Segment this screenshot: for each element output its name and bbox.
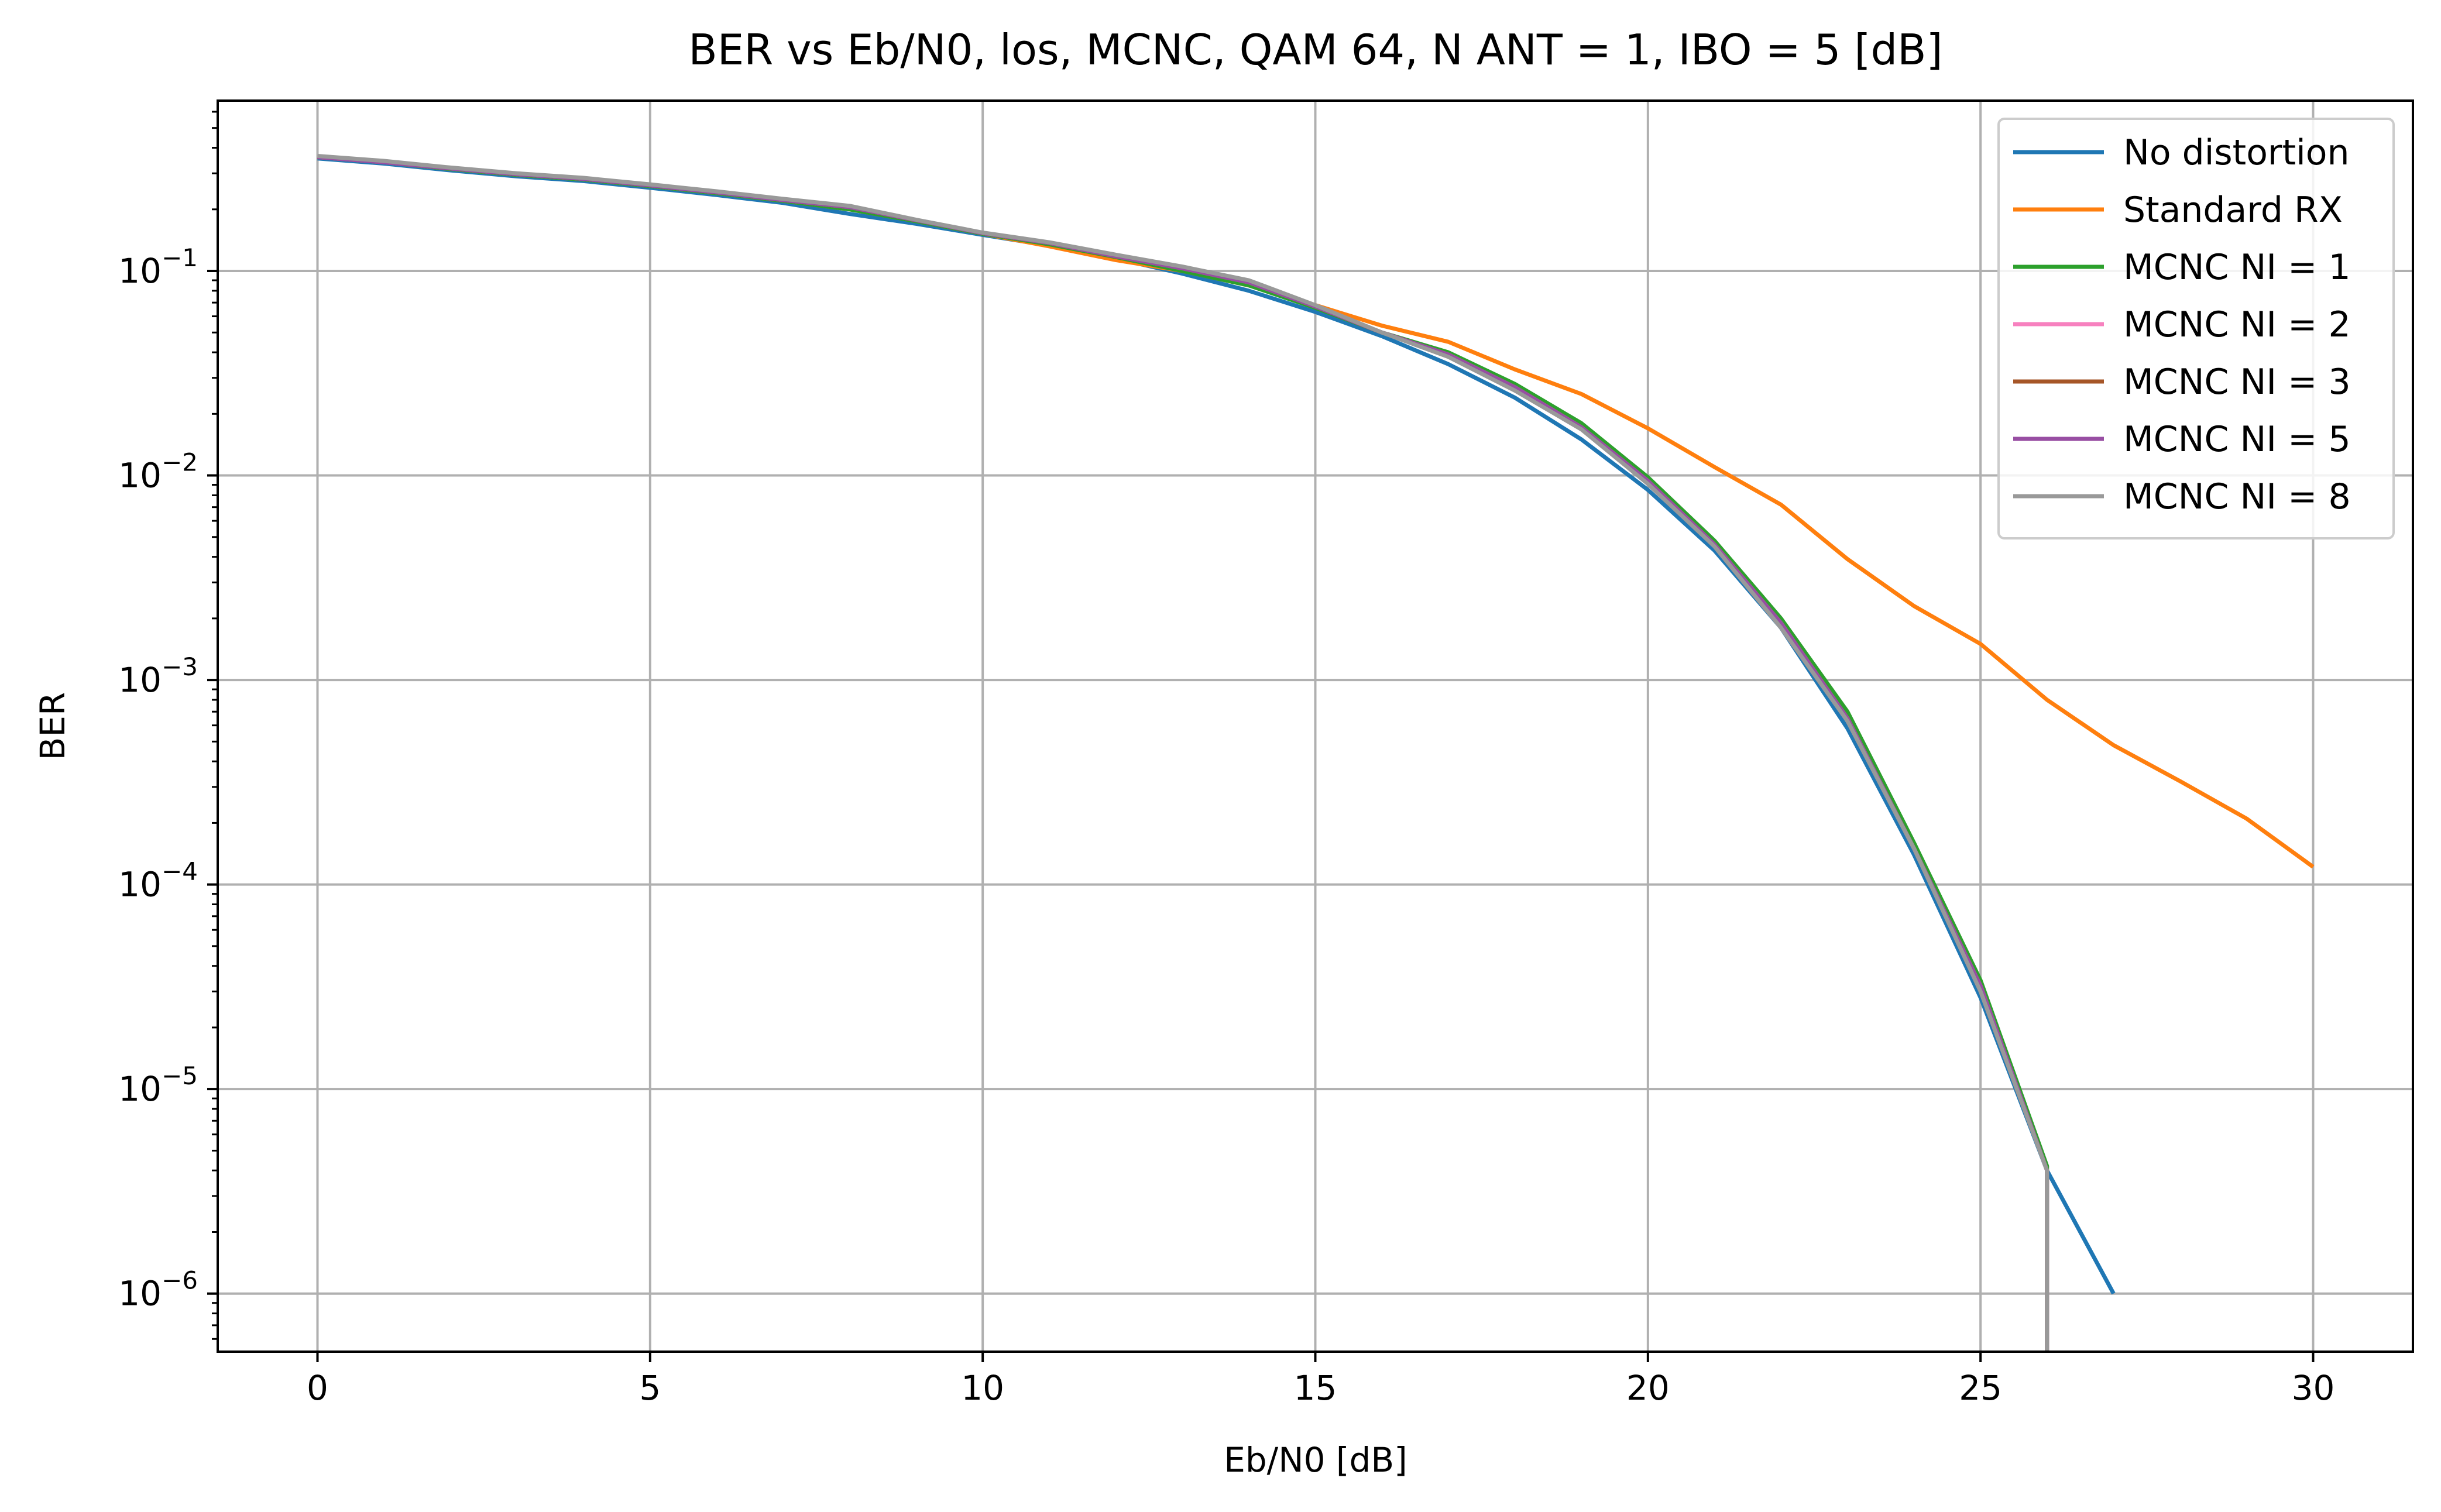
- legend-label: MCNC NI = 8: [2123, 476, 2351, 517]
- y-axis-label: BER: [33, 692, 73, 761]
- y-tick-base: 10: [118, 1274, 162, 1314]
- x-tick-label: 30: [2292, 1368, 2335, 1408]
- y-tick-label: 10−4: [118, 857, 198, 905]
- legend: No distortion Standard RX MCNC NI = 1 MCNC …: [1997, 118, 2395, 539]
- y-tick-exponent: −5: [162, 1061, 198, 1090]
- chart-title: BER vs Eb/N0, los, MCNC, QAM 64, N ANT =…: [688, 25, 1942, 74]
- y-tick-label: 10−2: [118, 448, 198, 496]
- x-tick-label: 15: [1294, 1368, 1337, 1408]
- x-axis-label: Eb/N0 [dB]: [1224, 1440, 1407, 1480]
- y-tick-base: 10: [118, 251, 162, 291]
- y-tick-exponent: −4: [162, 857, 198, 886]
- y-tick-label: 10−6: [118, 1266, 198, 1314]
- series-line-7: [317, 154, 2049, 1352]
- legend-label: MCNC NI = 1: [2123, 247, 2351, 288]
- y-tick-base: 10: [118, 865, 162, 905]
- y-tick-base: 10: [118, 660, 162, 700]
- y-tick-base: 10: [118, 456, 162, 496]
- legend-box: [1997, 118, 2395, 539]
- legend-label: No distortion: [2123, 132, 2350, 173]
- x-tick-label: 0: [307, 1368, 328, 1408]
- x-tick-label: 25: [1959, 1368, 2002, 1408]
- y-tick-label: 10−5: [118, 1061, 198, 1109]
- legend-label: Standard RX: [2123, 190, 2343, 231]
- y-tick-exponent: −1: [162, 243, 198, 272]
- y-tick-exponent: −3: [162, 652, 198, 681]
- x-tick-label: 20: [1626, 1368, 1670, 1408]
- x-tick-label: 5: [639, 1368, 661, 1408]
- y-tick-exponent: −6: [162, 1266, 198, 1295]
- y-tick-exponent: −2: [162, 448, 198, 477]
- y-tick-base: 10: [118, 1069, 162, 1109]
- x-tick-label: 10: [961, 1368, 1004, 1408]
- y-tick-label: 10−3: [118, 652, 198, 700]
- grid-lines: [218, 101, 2413, 1352]
- legend-label: MCNC NI = 2: [2123, 304, 2351, 345]
- legend-label: MCNC NI = 5: [2123, 419, 2351, 460]
- legend-label: MCNC NI = 3: [2123, 362, 2351, 403]
- series-lines: [317, 154, 2315, 1352]
- y-tick-label: 10−1: [118, 243, 198, 291]
